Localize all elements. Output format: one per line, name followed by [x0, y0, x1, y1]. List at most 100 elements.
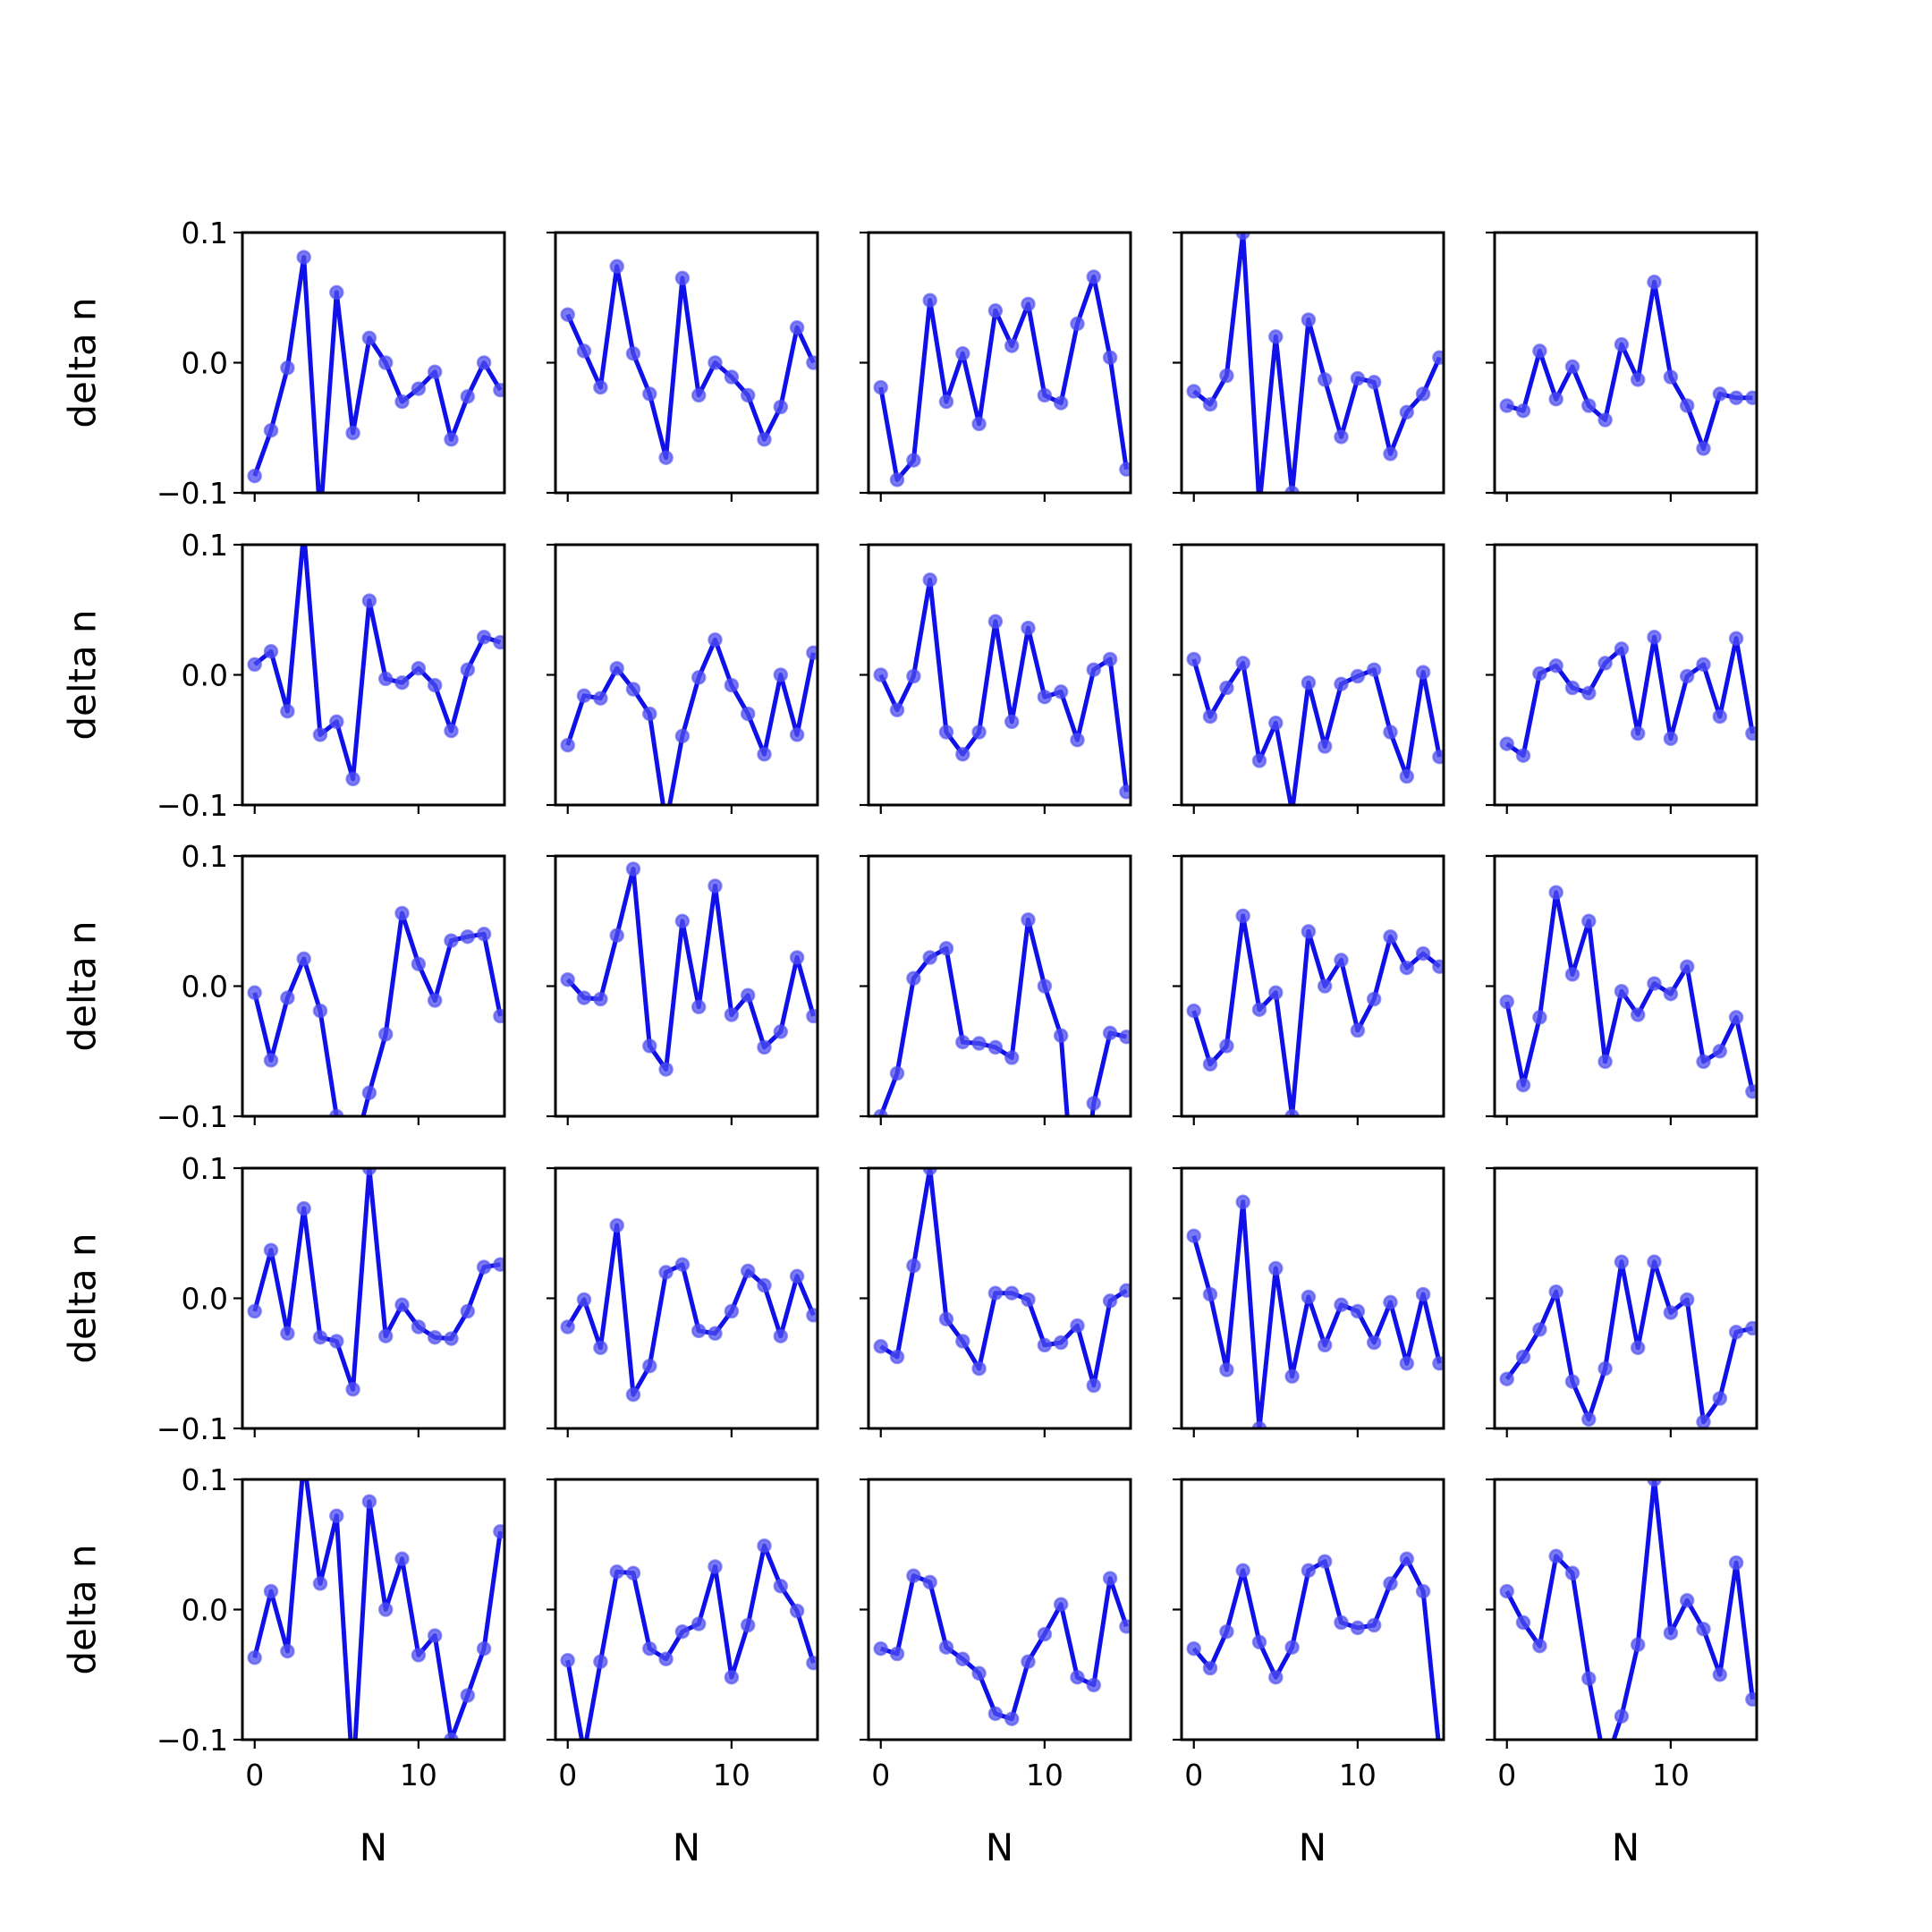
data-point	[411, 381, 427, 396]
data-point	[708, 878, 723, 894]
data-point	[609, 1564, 624, 1580]
data-point	[1415, 945, 1431, 962]
data-point	[476, 355, 492, 370]
data-point	[1630, 1007, 1646, 1022]
data-point	[377, 1602, 394, 1617]
data-point	[1515, 1614, 1531, 1631]
data-point	[1663, 369, 1679, 385]
data-point	[1021, 1654, 1036, 1669]
data-point	[427, 364, 443, 379]
subplot-r0-c4	[1486, 231, 1758, 502]
data-point	[955, 1034, 970, 1050]
data-point	[1581, 398, 1597, 413]
data-point	[578, 1747, 590, 1759]
data-point	[740, 706, 756, 722]
series-group	[560, 1217, 818, 1402]
data-point	[971, 1036, 987, 1051]
data-point	[1696, 1622, 1711, 1637]
data-point	[740, 1617, 756, 1633]
data-point	[1334, 1297, 1349, 1313]
data-point	[1070, 316, 1085, 332]
data-point	[1251, 1420, 1267, 1428]
axes-frame	[554, 854, 819, 1118]
subplot-r0-c2	[860, 231, 1132, 502]
data-point	[708, 1326, 723, 1342]
y-tick-label: −0.1	[157, 788, 228, 823]
subplot-r2-c4	[1486, 854, 1758, 1125]
y-axis-label: delta n	[61, 609, 105, 740]
data-point	[789, 950, 805, 965]
data-point	[1728, 631, 1744, 647]
data-point	[1663, 1305, 1679, 1320]
data-point	[298, 526, 310, 538]
data-point	[789, 727, 805, 742]
data-point	[740, 987, 756, 1003]
data-point	[609, 928, 624, 944]
data-point	[329, 1108, 344, 1116]
data-point	[1334, 953, 1349, 968]
series-line	[1505, 634, 1755, 758]
data-point	[493, 634, 504, 650]
data-point	[361, 1494, 377, 1509]
data-point	[906, 1258, 921, 1274]
data-point	[1745, 390, 1757, 406]
data-point	[1350, 1022, 1366, 1038]
data-point	[1647, 1479, 1662, 1487]
data-point	[1399, 768, 1415, 784]
data-point	[411, 1648, 427, 1663]
data-point	[1334, 429, 1349, 445]
data-point	[1630, 1637, 1646, 1653]
subplot-r3-c3	[1173, 1166, 1445, 1437]
data-point	[394, 905, 410, 921]
series-group	[247, 250, 504, 493]
series-group	[560, 1538, 818, 1759]
data-point	[1350, 668, 1366, 684]
y-tick-label: −0.1	[157, 1099, 228, 1134]
subplot-r2-c1	[547, 854, 819, 1125]
axes-frame	[1493, 231, 1758, 495]
data-point	[476, 927, 492, 942]
series-group	[247, 526, 504, 787]
data-point	[955, 346, 970, 361]
data-point	[922, 572, 937, 588]
data-point	[576, 1292, 592, 1308]
data-point	[938, 1311, 954, 1327]
data-point	[1350, 1303, 1366, 1319]
data-point	[773, 1024, 789, 1039]
data-point	[1415, 386, 1431, 402]
data-point	[658, 1265, 674, 1280]
data-point	[773, 1328, 789, 1343]
data-point	[757, 1277, 772, 1293]
data-point	[247, 985, 262, 1001]
data-point	[674, 270, 691, 286]
data-point	[280, 1326, 295, 1342]
series-line	[565, 264, 816, 461]
data-point	[377, 355, 394, 370]
data-point	[987, 1285, 1004, 1301]
data-point	[691, 1323, 707, 1339]
data-point	[1432, 959, 1444, 974]
y-axis-label: delta n	[61, 1233, 105, 1363]
data-point	[263, 422, 279, 438]
data-point	[1432, 350, 1444, 365]
data-point	[1102, 1571, 1118, 1586]
data-point	[247, 468, 262, 484]
data-point	[280, 1643, 295, 1659]
series-line	[878, 917, 1127, 1116]
data-point	[1268, 1260, 1284, 1276]
subplot-r3-c1	[547, 1166, 819, 1437]
axes-frame	[554, 231, 819, 495]
series-line	[565, 1543, 816, 1740]
data-point	[1070, 733, 1085, 748]
data-point	[1102, 1025, 1118, 1041]
data-point	[1663, 1625, 1679, 1640]
data-point	[1383, 724, 1398, 740]
data-point	[1202, 1286, 1218, 1302]
series-group	[560, 861, 818, 1077]
data-point	[444, 1331, 459, 1346]
data-point	[1614, 641, 1630, 657]
subplots-layer: −0.1 0.0 0.1 −0.1 0.0 0.1 −0.1 0.0 0.1 −0.1 0.0 0.1…	[157, 216, 1758, 1792]
x-tick-label: 0	[871, 1758, 890, 1792]
data-point	[476, 1640, 492, 1657]
data-point	[1102, 651, 1118, 667]
